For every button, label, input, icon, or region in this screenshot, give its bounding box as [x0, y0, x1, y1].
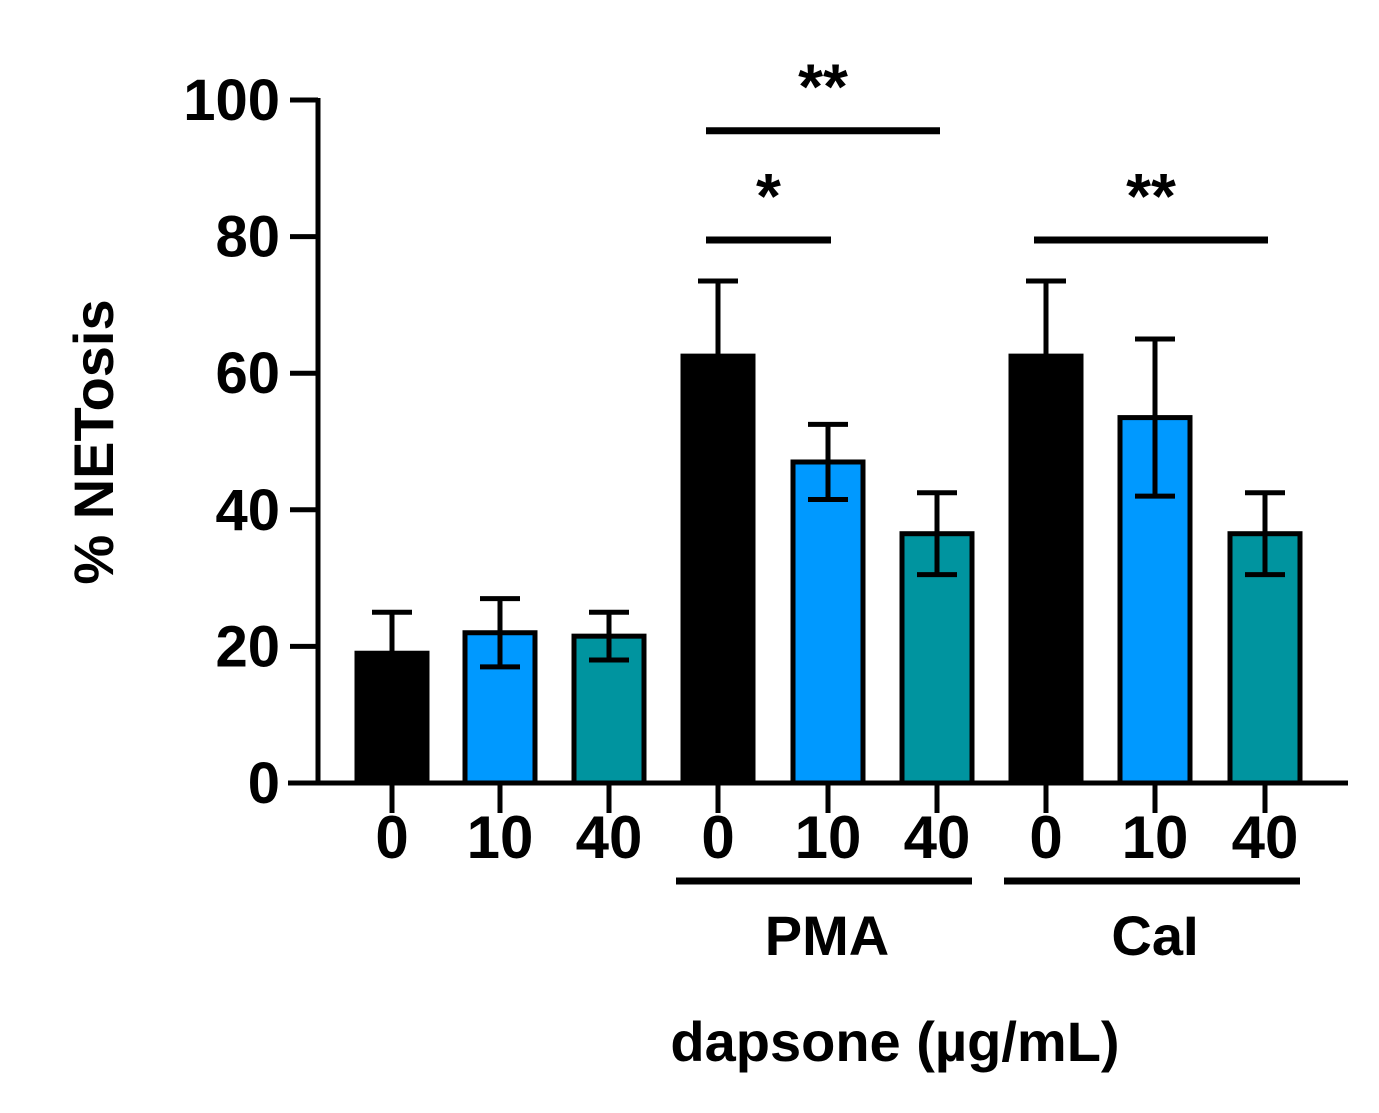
- x-tick-label: 0: [701, 804, 734, 871]
- y-tick-label: 80: [215, 205, 280, 270]
- x-axis-title: dapsone (µg/mL): [670, 1010, 1119, 1073]
- y-tick-label: 60: [215, 341, 280, 406]
- y-tick-label: 0: [248, 751, 280, 816]
- significance-label: *: [756, 160, 781, 232]
- x-tick-label: 10: [1122, 804, 1189, 871]
- bars: [354, 278, 1303, 786]
- group-label: CaI: [1111, 904, 1198, 967]
- group-labels: PMA CaI: [676, 877, 1300, 967]
- x-tick-label: 40: [1232, 804, 1299, 871]
- x-axis: 0 10 40 0 10 40 0 10 40: [288, 780, 1348, 871]
- y-tick-label: 20: [215, 614, 280, 679]
- significance-label: **: [1126, 160, 1176, 232]
- x-tick-label: 0: [375, 804, 408, 871]
- significance-annotations: *** **: [706, 51, 1268, 244]
- x-tick-label: 10: [795, 804, 862, 871]
- x-tick-label: 40: [576, 804, 643, 871]
- y-axis: 0 20 40 60 80 100: [183, 68, 321, 816]
- y-axis-title: % NETosis: [62, 299, 125, 584]
- y-tick-label: 100: [183, 68, 280, 133]
- y-tick-label: 40: [215, 478, 280, 543]
- significance-label: **: [798, 51, 848, 123]
- x-tick-label: 40: [904, 804, 971, 871]
- group-label: PMA: [765, 904, 889, 967]
- x-tick-label: 10: [467, 804, 534, 871]
- x-tick-label: 0: [1029, 804, 1062, 871]
- bar: [790, 459, 866, 786]
